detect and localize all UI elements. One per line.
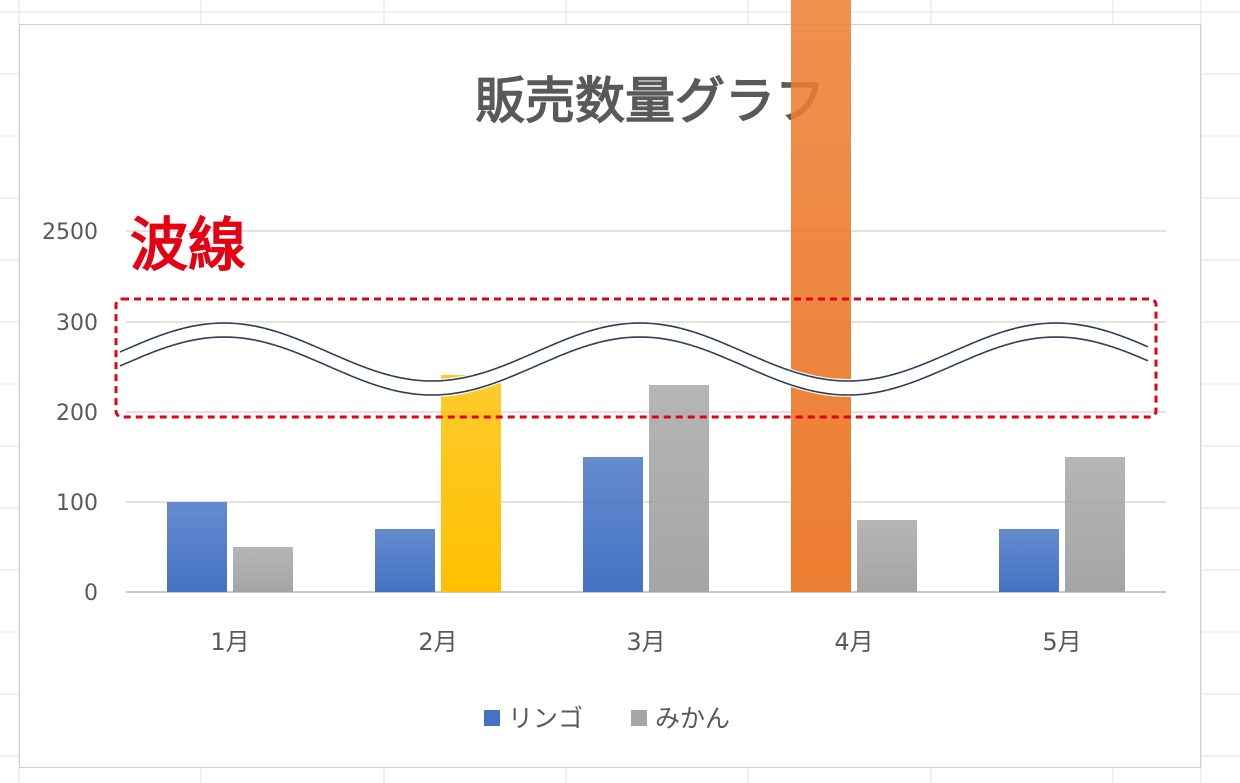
x-category-label: 4月 bbox=[834, 628, 873, 656]
x-category-label: 2月 bbox=[418, 628, 457, 656]
y-tick-label: 0 bbox=[84, 581, 98, 606]
y-tick-label: 200 bbox=[56, 401, 98, 426]
break-annotation-label: 波線 bbox=[130, 211, 246, 279]
bar-apple-1[interactable] bbox=[167, 502, 227, 592]
bar-mandarin-1[interactable] bbox=[233, 547, 293, 592]
chart-area[interactable] bbox=[19, 24, 1201, 768]
axis-break bbox=[114, 297, 1158, 419]
break-highlight-box bbox=[114, 297, 1158, 419]
bar-apple-5[interactable] bbox=[999, 529, 1059, 592]
y-tick-label: 100 bbox=[56, 491, 98, 516]
bar-apple-3[interactable] bbox=[583, 457, 643, 592]
bar-mandarin-5[interactable] bbox=[1065, 457, 1125, 592]
break-band bbox=[120, 321, 1148, 397]
break-wave-upper bbox=[119, 322, 1149, 382]
x-category-label: 3月 bbox=[626, 628, 665, 656]
legend: リンゴ みかん bbox=[484, 704, 730, 733]
y-tick-label: 300 bbox=[56, 311, 98, 336]
chart-title: 販売数量グラフ bbox=[475, 72, 825, 130]
x-category-label: 5月 bbox=[1042, 628, 1081, 656]
bars bbox=[167, 0, 1125, 592]
bar-mandarin-3[interactable] bbox=[649, 385, 709, 592]
bar-apple-2[interactable] bbox=[375, 529, 435, 592]
legend-swatch-apple bbox=[484, 710, 500, 726]
x-category-label: 1月 bbox=[210, 628, 249, 656]
y-axis-ticks: 010020030025003000 bbox=[42, 220, 98, 606]
bar-mandarin-2[interactable] bbox=[441, 375, 501, 592]
legend-label: みかん bbox=[655, 704, 730, 733]
legend-swatch-mandarin bbox=[631, 710, 647, 726]
bar-apple-4[interactable] bbox=[791, 0, 851, 592]
x-axis-categories: 1月 2月 3月 4月 5月 bbox=[210, 628, 1081, 656]
legend-label: リンゴ bbox=[508, 704, 583, 733]
break-wave-lower bbox=[119, 336, 1149, 396]
bar-mandarin-4[interactable] bbox=[857, 520, 917, 592]
y-tick-label: 2500 bbox=[42, 220, 98, 245]
